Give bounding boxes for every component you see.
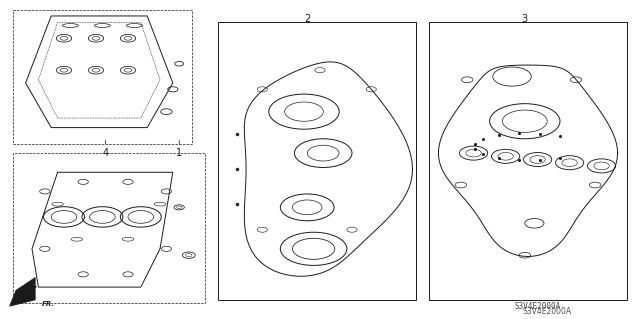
Text: 2: 2: [304, 14, 310, 24]
Bar: [13, 10, 192, 144]
Bar: [13, 153, 205, 303]
Bar: [429, 22, 627, 300]
Polygon shape: [10, 278, 35, 306]
Bar: [218, 22, 416, 300]
Text: 4: 4: [102, 148, 109, 158]
Text: S3V4E2000A: S3V4E2000A: [523, 307, 572, 315]
Text: S3V4E2000A: S3V4E2000A: [515, 302, 561, 311]
Text: FR.: FR.: [42, 301, 54, 307]
Text: 3: 3: [522, 14, 528, 24]
Text: 1: 1: [176, 148, 182, 158]
